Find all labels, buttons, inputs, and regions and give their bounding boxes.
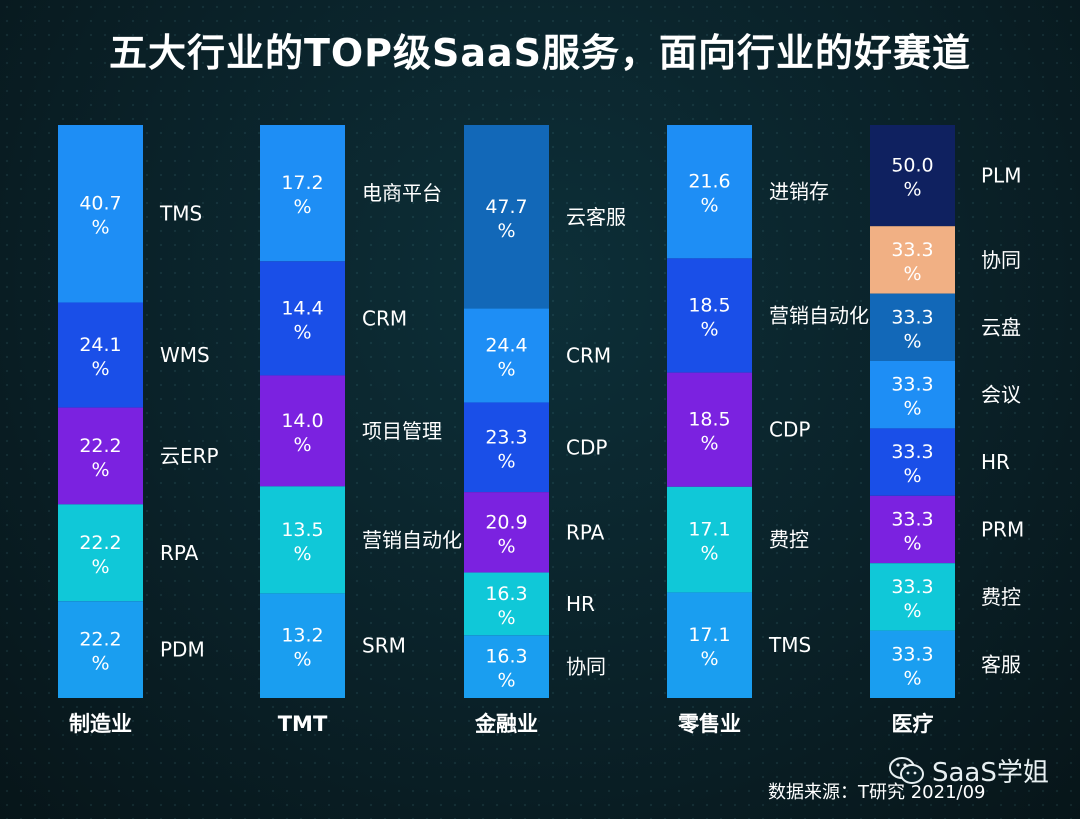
bar-segment xyxy=(260,375,345,487)
segment-label: HR xyxy=(566,592,595,616)
segment-label: CDP xyxy=(769,418,810,442)
data-label: 14.4% xyxy=(281,297,323,343)
bar-segment xyxy=(464,635,549,698)
data-label: 33.3% xyxy=(891,374,933,420)
bar-segment xyxy=(58,125,143,303)
segment-label: WMS xyxy=(160,343,210,367)
category-label: 金融业 xyxy=(474,712,538,736)
data-label: 22.2% xyxy=(79,435,121,481)
data-label: 13.5% xyxy=(281,519,323,565)
segment-label: 进销存 xyxy=(769,180,829,204)
data-source-note: 数据来源：T研究 2021/09 xyxy=(768,782,986,803)
bar-segment xyxy=(464,308,549,403)
bar-segment xyxy=(870,563,955,631)
segment-label: PRM xyxy=(981,518,1024,542)
segment-label: HR xyxy=(981,450,1010,474)
bar-segment xyxy=(870,495,955,564)
bar-segment xyxy=(58,601,143,698)
data-label: 21.6% xyxy=(688,171,730,217)
bar-segment xyxy=(667,592,752,698)
bar-segment xyxy=(260,486,345,594)
category-label: 零售业 xyxy=(677,712,741,736)
bar-segment xyxy=(870,125,955,227)
data-label: 16.3% xyxy=(485,583,527,629)
bar-segment xyxy=(667,372,752,487)
bar-segment xyxy=(260,261,345,376)
segment-label: RPA xyxy=(160,541,199,565)
segment-label: 营销自动化 xyxy=(769,303,869,327)
segment-label: PDM xyxy=(160,638,205,662)
data-label: 23.3% xyxy=(485,426,527,472)
data-label: 40.7% xyxy=(79,193,121,239)
data-label: 16.3% xyxy=(485,646,527,692)
segment-label: RPA xyxy=(566,520,605,544)
bar-segment xyxy=(870,361,955,429)
data-label: 33.3% xyxy=(891,576,933,622)
segment-label: SRM xyxy=(362,634,406,658)
segment-label: 云ERP xyxy=(160,444,219,468)
data-label: 22.2% xyxy=(79,629,121,675)
segment-label: 费控 xyxy=(981,585,1021,609)
bar-segment xyxy=(870,293,955,361)
data-label: 17.2% xyxy=(281,172,323,218)
data-label: 22.2% xyxy=(79,532,121,578)
bar-segment xyxy=(870,226,955,294)
segment-label: CRM xyxy=(566,344,611,368)
category-label: TMT xyxy=(278,712,328,736)
bar-segment xyxy=(870,630,955,698)
segment-label: 项目管理 xyxy=(362,419,442,443)
bar-segment xyxy=(870,428,955,496)
data-label: 14.0% xyxy=(281,410,323,456)
data-label: 33.3% xyxy=(891,306,933,352)
segment-label: 云客服 xyxy=(566,205,626,229)
data-label: 47.7% xyxy=(485,196,527,242)
bar-segment xyxy=(260,125,345,262)
data-label: 13.2% xyxy=(281,625,323,671)
bar-segment xyxy=(464,402,549,493)
data-label: 18.5% xyxy=(688,294,730,340)
data-label: 33.3% xyxy=(891,239,933,285)
data-label: 33.3% xyxy=(891,441,933,487)
category-label: 制造业 xyxy=(69,712,132,736)
segment-label: 会议 xyxy=(981,383,1021,407)
segment-label: 电商平台 xyxy=(362,181,442,205)
bar-segment xyxy=(464,125,549,309)
data-label: 33.3% xyxy=(891,509,933,555)
page-title: 五大行业的TOP级SaaS服务，面向行业的好赛道 xyxy=(108,31,972,75)
data-label: 20.9% xyxy=(485,511,527,557)
bar-segment xyxy=(667,486,752,593)
bar-segment xyxy=(667,258,752,373)
bar-segment xyxy=(58,407,143,505)
segment-label: PLM xyxy=(981,164,1021,188)
segment-label: 营销自动化 xyxy=(362,528,462,552)
bar-segment xyxy=(464,492,549,573)
bar-segment xyxy=(58,504,143,602)
data-label: 17.1% xyxy=(688,519,730,565)
bar-segment xyxy=(667,125,752,259)
segment-label: CDP xyxy=(566,435,607,459)
segment-label: 费控 xyxy=(769,528,809,552)
category-label: 医疗 xyxy=(892,712,934,736)
watermark: SaaS学姐 xyxy=(888,752,1049,789)
data-label: 33.3% xyxy=(891,643,933,689)
segment-label: 协同 xyxy=(981,248,1021,272)
segment-label: 协同 xyxy=(566,655,606,679)
segment-label: TMS xyxy=(159,202,202,226)
segment-label: 云盘 xyxy=(981,315,1021,339)
data-label: 24.4% xyxy=(485,335,527,381)
bar-segment xyxy=(464,572,549,636)
bar-segment xyxy=(58,302,143,408)
watermark-text: SaaS学姐 xyxy=(932,758,1049,788)
wechat-icon xyxy=(888,755,926,787)
data-label: 50.0% xyxy=(891,155,933,201)
segment-label: TMS xyxy=(768,633,811,657)
data-label: 24.1% xyxy=(79,334,121,380)
segment-label: 客服 xyxy=(981,652,1021,676)
data-label: 18.5% xyxy=(688,409,730,455)
data-label: 17.1% xyxy=(688,624,730,670)
segment-label: CRM xyxy=(362,306,407,330)
bar-segment xyxy=(260,593,345,698)
